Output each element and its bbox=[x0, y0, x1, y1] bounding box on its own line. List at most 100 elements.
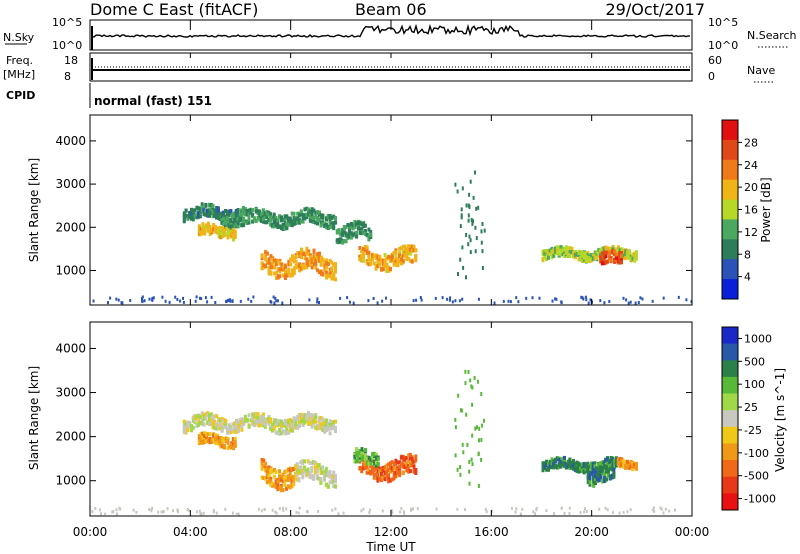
echo-cell bbox=[291, 258, 294, 262]
clutter-cell bbox=[308, 298, 311, 302]
echo-cell bbox=[214, 437, 217, 442]
echo-cell bbox=[408, 456, 412, 461]
echo-cell bbox=[269, 419, 273, 424]
clutter-cell bbox=[668, 509, 671, 513]
echo-cell bbox=[328, 480, 332, 485]
echo-cell bbox=[631, 254, 635, 259]
clutter-cell bbox=[214, 301, 217, 304]
echo-cell bbox=[214, 440, 217, 445]
echo-cell bbox=[591, 466, 595, 471]
scatter-cell bbox=[460, 213, 463, 218]
scatter-cell bbox=[480, 229, 483, 234]
echo-cell bbox=[305, 250, 309, 255]
echo-cell bbox=[564, 462, 568, 467]
echo-cell bbox=[325, 422, 328, 427]
scatter-cell bbox=[477, 484, 480, 488]
echo-cell bbox=[355, 230, 359, 235]
echo-cell bbox=[188, 210, 192, 215]
echo-cell bbox=[568, 250, 572, 254]
echo-cell bbox=[279, 226, 283, 231]
echo-cell bbox=[188, 424, 192, 428]
echo-cell bbox=[292, 211, 296, 216]
echo-cell bbox=[289, 422, 292, 427]
echo-cell bbox=[548, 252, 552, 257]
clutter-cell bbox=[625, 298, 628, 302]
echo-cell bbox=[346, 222, 350, 227]
echo-cell bbox=[274, 430, 278, 435]
echo-cell bbox=[557, 463, 561, 468]
echo-cell bbox=[612, 472, 616, 477]
echo-cell bbox=[616, 457, 620, 462]
echo-cell bbox=[321, 271, 325, 276]
scatter-cell bbox=[457, 393, 460, 398]
scatter-cell bbox=[454, 417, 457, 422]
scatter-cell bbox=[460, 215, 463, 220]
echo-cell bbox=[236, 421, 240, 426]
echo-cell bbox=[285, 214, 289, 219]
echo-cell bbox=[593, 464, 597, 469]
echo-cell bbox=[274, 262, 278, 267]
echo-cell bbox=[271, 428, 274, 433]
echo-cell bbox=[313, 460, 317, 465]
echo-cell bbox=[206, 439, 210, 444]
echo-cell bbox=[227, 218, 231, 223]
echo-cell bbox=[304, 471, 308, 476]
echo-cell bbox=[267, 257, 271, 262]
echo-cell bbox=[276, 267, 280, 272]
echo-cell bbox=[310, 460, 314, 465]
echo-cell bbox=[371, 452, 375, 457]
clutter-cell bbox=[585, 510, 588, 513]
echo-cell bbox=[279, 474, 283, 479]
echo-cell bbox=[414, 471, 418, 475]
echo-cell bbox=[387, 265, 391, 270]
echo-cell bbox=[319, 255, 323, 260]
clutter-cell bbox=[231, 299, 234, 303]
echo-cell bbox=[307, 262, 311, 267]
echo-cell bbox=[624, 460, 627, 465]
echo-cell bbox=[226, 234, 230, 239]
echo-cell bbox=[380, 478, 383, 483]
echo-cell bbox=[394, 255, 398, 260]
echo-cell bbox=[586, 480, 590, 485]
scatter-cell bbox=[477, 452, 480, 457]
echo-cell bbox=[299, 219, 303, 224]
echo-cell bbox=[607, 458, 611, 463]
colorbar-swatch bbox=[722, 426, 738, 444]
echo-cell bbox=[618, 250, 622, 255]
echo-cell bbox=[297, 477, 301, 482]
scatter-cell bbox=[465, 232, 468, 237]
echo-cell bbox=[305, 413, 309, 418]
clutter-cell bbox=[247, 297, 250, 301]
echo-cell bbox=[323, 224, 327, 228]
echo-cell bbox=[230, 442, 234, 447]
echo-cell bbox=[301, 216, 305, 221]
echo-cell bbox=[208, 436, 212, 441]
echo-cell bbox=[600, 255, 604, 260]
echo-cell bbox=[267, 260, 271, 265]
echo-cell bbox=[605, 477, 608, 482]
echo-cell bbox=[233, 436, 237, 441]
scatter-cell bbox=[467, 242, 470, 247]
echo-cell bbox=[276, 487, 280, 492]
echo-cell bbox=[299, 465, 303, 470]
clutter-cell bbox=[274, 510, 277, 514]
echo-cell bbox=[592, 478, 596, 483]
clutter-cell bbox=[151, 506, 154, 510]
echo-cell bbox=[635, 466, 638, 471]
echo-cell bbox=[202, 207, 206, 212]
echo-cell bbox=[609, 250, 613, 255]
scatter-cell bbox=[454, 182, 457, 187]
echo-cell bbox=[292, 221, 296, 226]
clutter-cell bbox=[525, 296, 528, 300]
echo-cell bbox=[254, 412, 258, 417]
echo-cell bbox=[339, 237, 343, 242]
nsearch-label: N.Search bbox=[747, 29, 797, 42]
scatter-cell bbox=[459, 472, 462, 477]
echo-cell bbox=[296, 216, 300, 221]
echo-cell bbox=[357, 453, 360, 458]
echo-cell bbox=[615, 247, 619, 252]
echo-cell bbox=[262, 458, 266, 463]
echo-cell bbox=[218, 216, 222, 221]
echo-cell bbox=[198, 206, 202, 211]
